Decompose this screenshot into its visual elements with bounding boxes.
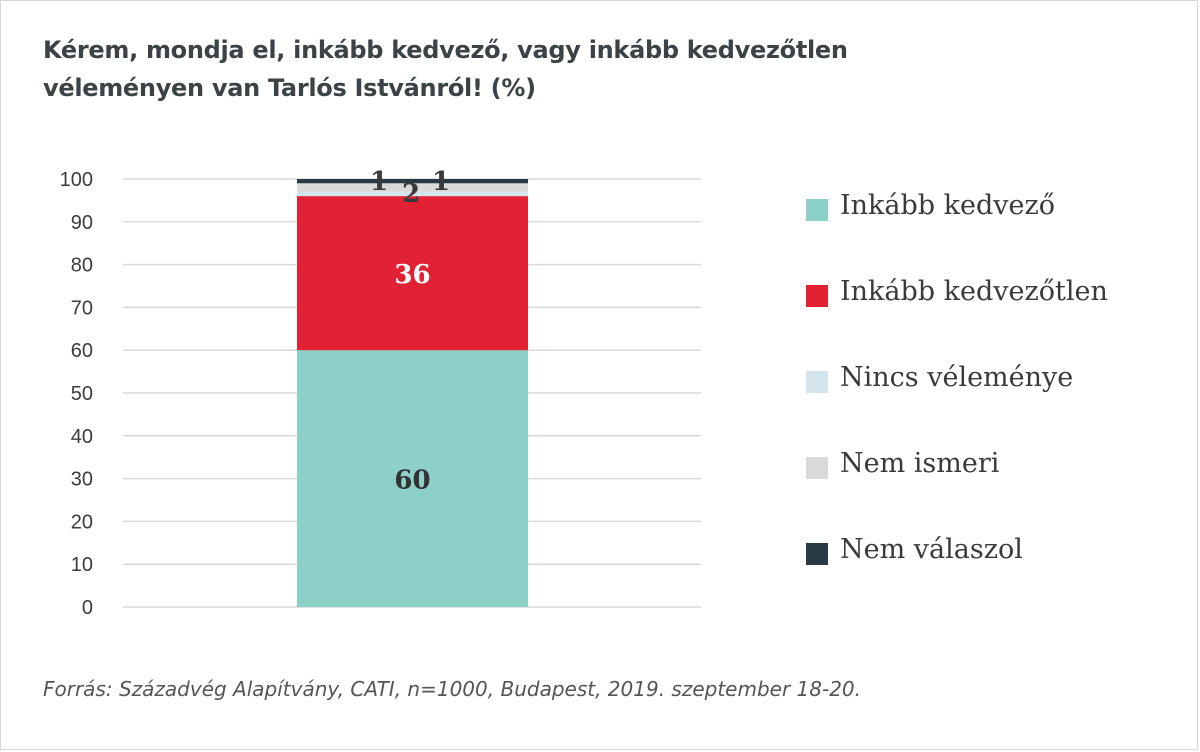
y-tick-label: 80 [71, 255, 93, 277]
small-data-label-1: 1 [370, 167, 388, 197]
y-tick-label: 0 [82, 597, 93, 619]
legend: Inkább kedvező Inkább kedvezőtlen Nincs vé… [806, 183, 1108, 613]
data-label-2: 36 [394, 260, 430, 290]
y-tick-label: 50 [71, 383, 93, 405]
legend-label: Nincs véleménye [840, 362, 1074, 393]
y-tick-label: 20 [71, 511, 93, 533]
y-tick-label: 30 [71, 469, 93, 491]
legend-swatch [806, 456, 828, 479]
title-line-1: Kérem, mondja el, inkább kedvező, vagy i… [43, 36, 848, 64]
legend-item: Nem válaszol [806, 527, 1108, 572]
y-tick-label: 60 [71, 340, 93, 362]
legend-item: Nem ismeri [806, 441, 1108, 486]
small-data-label-2: 2 [402, 179, 420, 209]
source-note: Forrás: Századvég Alapítvány, CATI, n=10… [43, 677, 862, 701]
legend-label: Nem válaszol [840, 534, 1023, 565]
legend-item: Inkább kedvezőtlen [806, 269, 1108, 314]
y-tick-label: 90 [71, 212, 93, 234]
chart-title: Kérem, mondja el, inkább kedvező, vagy i… [43, 31, 943, 107]
bar-segment-4 [297, 183, 528, 192]
y-tick-label: 100 [60, 169, 93, 191]
legend-swatch [806, 370, 828, 393]
legend-item: Nincs véleménye [806, 355, 1108, 400]
bar-segment-2 [297, 196, 528, 351]
title-line-2: véleményen van Tarlós Istvánról! (%) [43, 74, 536, 102]
small-data-label-3: 1 [432, 167, 450, 197]
legend-label: Inkább kedvezőtlen [840, 276, 1108, 307]
y-tick-label: 10 [71, 554, 93, 576]
legend-label: Nem ismeri [840, 448, 1000, 479]
y-tick-label: 70 [71, 297, 93, 319]
bar-segment-3 [297, 191, 528, 197]
bar-segment-1 [297, 350, 528, 607]
legend-item: Inkább kedvező [806, 183, 1108, 228]
legend-swatch [806, 542, 828, 565]
legend-label: Inkább kedvező [840, 190, 1055, 221]
data-label-1: 60 [394, 466, 430, 496]
y-tick-label: 40 [71, 426, 93, 448]
legend-swatch [806, 198, 828, 221]
stacked-bar-chart: 0 10 20 30 40 50 60 70 80 90 100 60 36 1 2 1 [60, 167, 701, 619]
bar-segment-5 [297, 179, 528, 184]
legend-swatch [806, 284, 828, 307]
